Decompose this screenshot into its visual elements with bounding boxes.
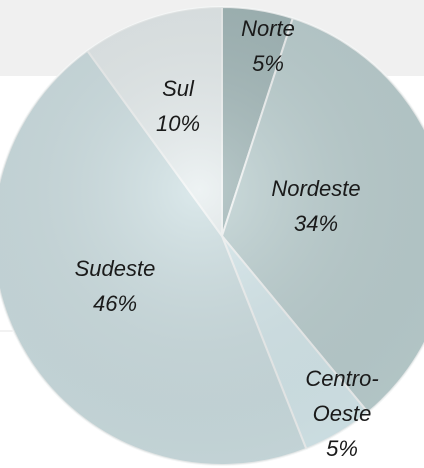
slice-value-label: 46% <box>93 291 137 316</box>
slice-value-label: 34% <box>294 211 338 236</box>
slice-label: Sul <box>162 76 195 101</box>
slice-label: Norte <box>241 16 295 41</box>
slice-value-label: 5% <box>326 436 358 461</box>
labels: Norte 5% Nordeste 34% Centro-Oeste 5% Sudeste 4… <box>75 16 379 461</box>
slice-label: Nordeste <box>271 176 360 201</box>
slice-label: Sudeste <box>75 256 156 281</box>
slice-value-label: 5% <box>252 51 284 76</box>
slice-value-label: 10% <box>156 111 200 136</box>
pie <box>0 5 424 466</box>
slice-label: Centro-Oeste <box>305 366 378 426</box>
